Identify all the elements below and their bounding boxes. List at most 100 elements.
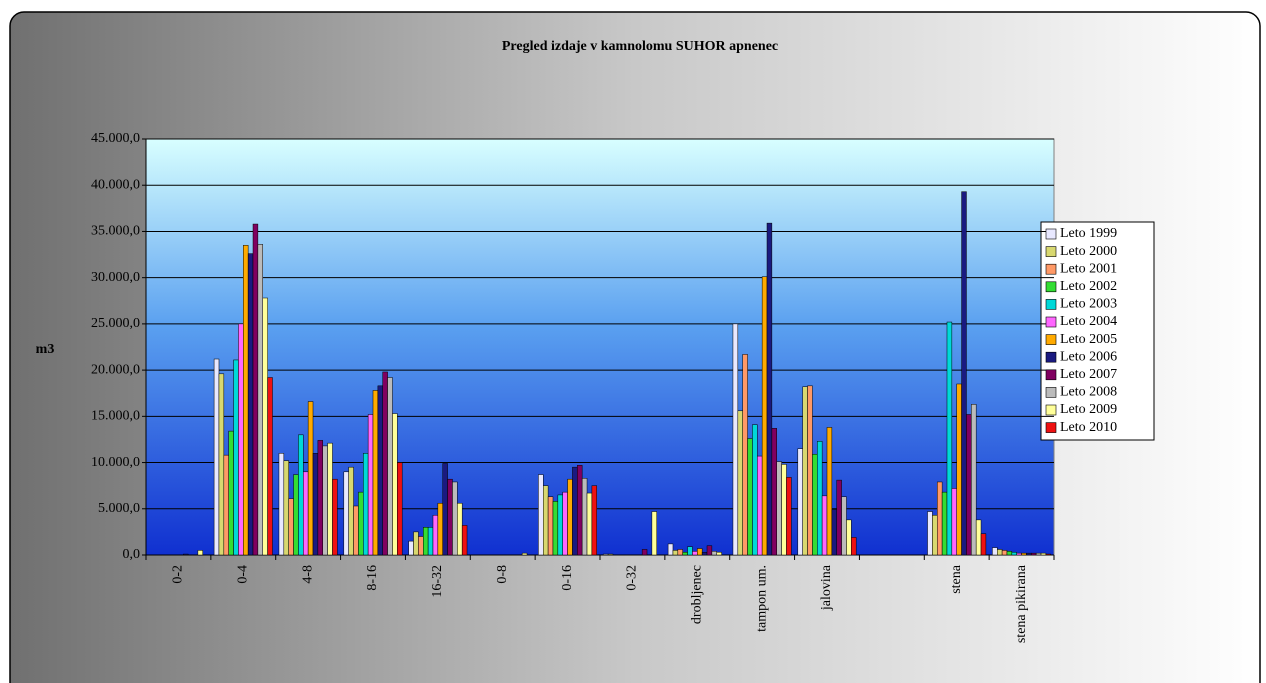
bar <box>732 323 739 556</box>
bar <box>298 434 304 556</box>
bar <box>641 549 648 556</box>
legend-label: Leto 2000 <box>1060 244 1117 259</box>
y-axis-label: m3 <box>36 342 55 357</box>
legend-swatch <box>1045 299 1057 310</box>
bar <box>941 491 948 556</box>
legend-swatch <box>1045 369 1057 381</box>
bar <box>980 533 987 556</box>
bar <box>1045 553 1052 556</box>
bar <box>343 471 349 556</box>
bar <box>1031 552 1037 556</box>
bar <box>766 222 773 556</box>
y-tick-label: 35.000,0 <box>91 224 140 239</box>
bar <box>966 414 972 556</box>
bar <box>701 551 708 556</box>
bar <box>358 491 364 556</box>
y-tick-label: 0,0 <box>123 547 141 562</box>
bar <box>826 427 833 556</box>
bar <box>382 371 388 556</box>
bar <box>442 463 448 556</box>
y-tick-label: 10.000,0 <box>91 455 140 470</box>
x-tick-label: stena pikirana <box>1014 564 1029 643</box>
bar <box>672 550 679 556</box>
bar <box>802 386 808 556</box>
bar <box>716 551 722 556</box>
bar <box>538 474 544 556</box>
bar <box>197 550 203 556</box>
bar <box>348 466 354 556</box>
legend-label: Leto 2010 <box>1060 420 1117 435</box>
x-tick-label: 0-4 <box>236 565 251 584</box>
x-tick-label: drobljenec <box>690 565 705 624</box>
bar <box>851 537 857 556</box>
bar <box>521 552 528 556</box>
bar <box>711 551 717 556</box>
bar <box>581 478 588 556</box>
legend-swatch <box>1045 246 1057 257</box>
bar <box>747 438 753 556</box>
legend-label: Leto 2003 <box>1060 297 1117 312</box>
bar <box>392 413 398 556</box>
bar <box>951 488 957 556</box>
bar <box>377 385 383 556</box>
bar <box>651 511 658 556</box>
legend <box>1040 221 1155 441</box>
bar <box>682 551 688 556</box>
bar <box>307 401 314 556</box>
bar <box>408 540 414 556</box>
bar <box>602 553 609 556</box>
bar <box>288 498 294 556</box>
chart-title: Pregled izdaje v kamnolomu SUHOR apnenec <box>502 39 778 54</box>
legend-label: Leto 2001 <box>1060 261 1117 276</box>
bar <box>252 223 259 556</box>
bar <box>687 546 693 556</box>
legend-swatch <box>1045 228 1057 240</box>
bar <box>322 445 328 556</box>
bar <box>461 525 468 556</box>
legend-swatch <box>1045 387 1057 398</box>
x-tick-label: 4-8 <box>300 565 315 584</box>
bar <box>992 547 998 556</box>
x-tick-label: tampon um. <box>754 565 769 632</box>
bar <box>247 253 254 556</box>
bar <box>997 549 1003 556</box>
x-tick-label: 0-16 <box>560 565 575 591</box>
bar <box>781 464 787 556</box>
bar <box>797 448 803 556</box>
y-tick-label: 40.000,0 <box>91 177 140 192</box>
legend-label: Leto 1999 <box>1060 226 1117 241</box>
bar <box>1006 551 1013 556</box>
bar <box>607 553 614 556</box>
bar <box>312 453 319 556</box>
bar <box>418 536 424 556</box>
bar <box>427 527 434 556</box>
bar <box>737 410 743 556</box>
bar <box>1001 550 1008 556</box>
legend-swatch <box>1045 281 1057 293</box>
bar <box>692 551 698 556</box>
bar <box>233 359 239 556</box>
legend-label: Leto 2007 <box>1060 367 1117 382</box>
bar <box>1040 552 1047 556</box>
bar <box>238 323 244 556</box>
bar <box>257 244 263 556</box>
legend-label: Leto 2004 <box>1060 314 1117 329</box>
bar <box>332 478 338 556</box>
bar <box>706 545 713 556</box>
legend-swatch <box>1045 316 1057 328</box>
bar <box>557 494 563 556</box>
bar <box>457 502 463 556</box>
bar <box>971 404 977 556</box>
bar <box>771 428 777 556</box>
bar <box>975 519 982 556</box>
bar <box>293 474 299 556</box>
x-tick-label: 0-32 <box>625 565 640 591</box>
bar <box>577 465 583 556</box>
bar <box>752 424 758 556</box>
bar <box>956 383 962 556</box>
bar <box>437 502 443 556</box>
y-tick-label: 15.000,0 <box>91 409 140 424</box>
bar <box>283 460 289 556</box>
bar <box>413 531 419 556</box>
y-tick-label: 20.000,0 <box>91 362 140 377</box>
